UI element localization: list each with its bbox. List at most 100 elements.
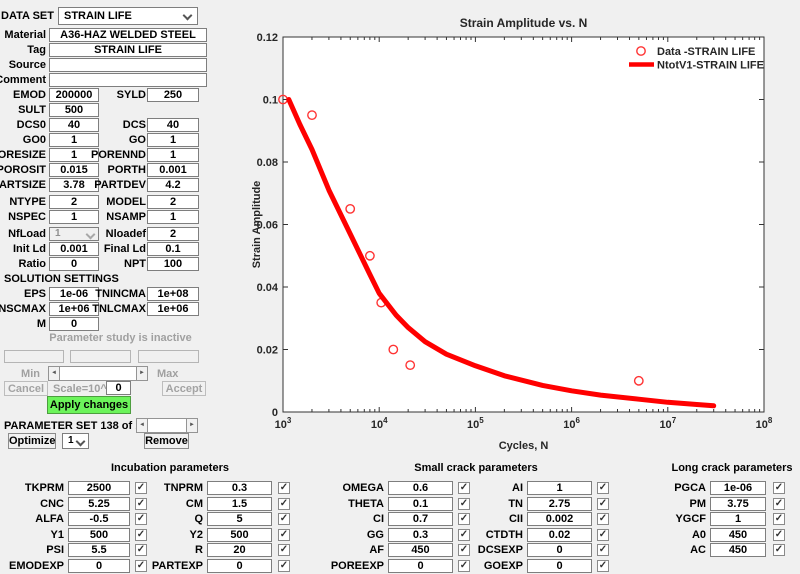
field-npt[interactable]: 100 [147,257,199,271]
checkbox-gg[interactable]: ✓ [458,528,470,541]
field-ratio[interactable]: 0 [49,257,99,271]
checkbox-cnc[interactable]: ✓ [135,497,147,510]
field-ntype[interactable]: 2 [49,195,99,209]
cancel-button[interactable]: Cancel [4,381,48,396]
checkbox-a0[interactable]: ✓ [773,528,785,541]
field-cii[interactable]: 0.002 [527,512,592,526]
field-partsize[interactable]: 3.78 [49,178,99,192]
field-y2[interactable]: 500 [207,527,272,542]
slider-track[interactable] [60,366,136,381]
checkbox-pgca[interactable]: ✓ [773,482,785,494]
field-partexp[interactable]: 0 [207,558,272,573]
field-pm[interactable]: 3.75 [710,496,766,511]
checkbox-r[interactable]: ✓ [278,544,290,556]
field-comment[interactable] [49,73,207,87]
checkbox-emodexp[interactable]: ✓ [135,559,147,572]
checkbox-ci[interactable]: ✓ [458,513,470,525]
field-emod[interactable]: 200000 [49,88,99,102]
field-sult[interactable]: 500 [49,103,99,117]
slider-track[interactable] [148,418,186,433]
field-go[interactable]: 1 [147,133,199,147]
checkbox-tnprm[interactable]: ✓ [278,482,290,494]
field-tnlcmax[interactable]: 1e+06 [147,302,199,316]
checkbox-cii[interactable]: ✓ [597,513,609,525]
field-alfa[interactable]: -0.5 [68,512,130,526]
checkbox-alfa[interactable]: ✓ [135,513,147,525]
slider-left-arrow-icon[interactable]: ◄ [48,366,60,381]
optimize-button[interactable]: Optimize [8,433,56,449]
field-nloadef[interactable]: 2 [147,227,199,241]
checkbox-y2[interactable]: ✓ [278,528,290,541]
field-dcsexp[interactable]: 0 [527,543,592,557]
accept-button[interactable]: Accept [162,381,206,396]
field-tn[interactable]: 2.75 [527,496,592,511]
field-tag[interactable]: STRAIN LIFE [49,43,207,57]
dataset-combobox[interactable]: STRAIN LIFE [58,7,198,25]
field-material[interactable]: A36-HAZ WELDED STEEL [49,28,207,42]
field-pgca[interactable]: 1e-06 [710,481,766,495]
checkbox-omega[interactable]: ✓ [458,482,470,494]
field-partdev[interactable]: 4.2 [147,178,199,192]
field-af[interactable]: 450 [388,543,453,557]
checkbox-pm[interactable]: ✓ [773,497,785,510]
field-gg[interactable]: 0.3 [388,527,453,542]
field-ac[interactable]: 450 [710,543,766,557]
scale-input[interactable]: 0 [106,381,131,395]
slider-right-arrow-icon[interactable]: ► [186,418,198,433]
field-nsamp[interactable]: 1 [147,210,199,224]
field-nspec[interactable]: 1 [49,210,99,224]
field-poresize[interactable]: 1 [49,148,99,162]
field-dcs[interactable]: 40 [147,118,199,132]
checkbox-ctdth[interactable]: ✓ [597,528,609,541]
checkbox-ai[interactable]: ✓ [597,482,609,494]
field-ygcf[interactable]: 1 [710,512,766,526]
field-model[interactable]: 2 [147,195,199,209]
field-porth[interactable]: 0.001 [147,163,199,177]
checkbox-tn[interactable]: ✓ [597,497,609,510]
field-final-ld[interactable]: 0.1 [147,242,199,256]
checkbox-theta[interactable]: ✓ [458,497,470,510]
field-y1[interactable]: 500 [68,527,130,542]
field-porennd[interactable]: 1 [147,148,199,162]
checkbox-psi[interactable]: ✓ [135,544,147,556]
field-dcs0[interactable]: 40 [49,118,99,132]
checkbox-y1[interactable]: ✓ [135,528,147,541]
field-tnprm[interactable]: 0.3 [207,481,272,495]
field-ctdth[interactable]: 0.02 [527,527,592,542]
slider-left-arrow-icon[interactable]: ◄ [136,418,148,433]
field-q[interactable]: 5 [207,512,272,526]
checkbox-partexp[interactable]: ✓ [278,559,290,572]
field-goexp[interactable]: 0 [527,558,592,573]
field-omega[interactable]: 0.6 [388,481,453,495]
checkbox-ygcf[interactable]: ✓ [773,513,785,525]
field-porosit[interactable]: 0.015 [49,163,99,177]
checkbox-af[interactable]: ✓ [458,544,470,556]
checkbox-dcsexp[interactable]: ✓ [597,544,609,556]
field-cnc[interactable]: 5.25 [68,496,130,511]
checkbox-q[interactable]: ✓ [278,513,290,525]
field-poreexp[interactable]: 0 [388,558,453,573]
field-theta[interactable]: 0.1 [388,496,453,511]
parameter-set-slider[interactable]: ◄ ► [136,418,198,433]
field-syld[interactable]: 250 [147,88,199,102]
field-a0[interactable]: 450 [710,527,766,542]
field-eps[interactable]: 1e-06 [49,287,99,301]
field-init-ld[interactable]: 0.001 [49,242,99,256]
field-tnincma[interactable]: 1e+08 [147,287,199,301]
checkbox-tkprm[interactable]: ✓ [135,482,147,494]
field-emodexp[interactable]: 0 [68,558,130,573]
checkbox-ac[interactable]: ✓ [773,544,785,556]
field-ai[interactable]: 1 [527,481,592,495]
field-ci[interactable]: 0.7 [388,512,453,526]
checkbox-cm[interactable]: ✓ [278,497,290,510]
param-study-slider[interactable]: ◄ ► [48,366,148,381]
apply-changes-button[interactable]: Apply changes [47,396,131,414]
combo-nfload[interactable]: 1 [49,227,99,241]
checkbox-poreexp[interactable]: ✓ [458,559,470,572]
checkbox-goexp[interactable]: ✓ [597,559,609,572]
field-m[interactable]: 0 [49,317,99,331]
remove-button[interactable]: Remove [144,433,189,449]
field-psi[interactable]: 5.5 [68,543,130,557]
field-source[interactable] [49,58,207,72]
field-cm[interactable]: 1.5 [207,496,272,511]
